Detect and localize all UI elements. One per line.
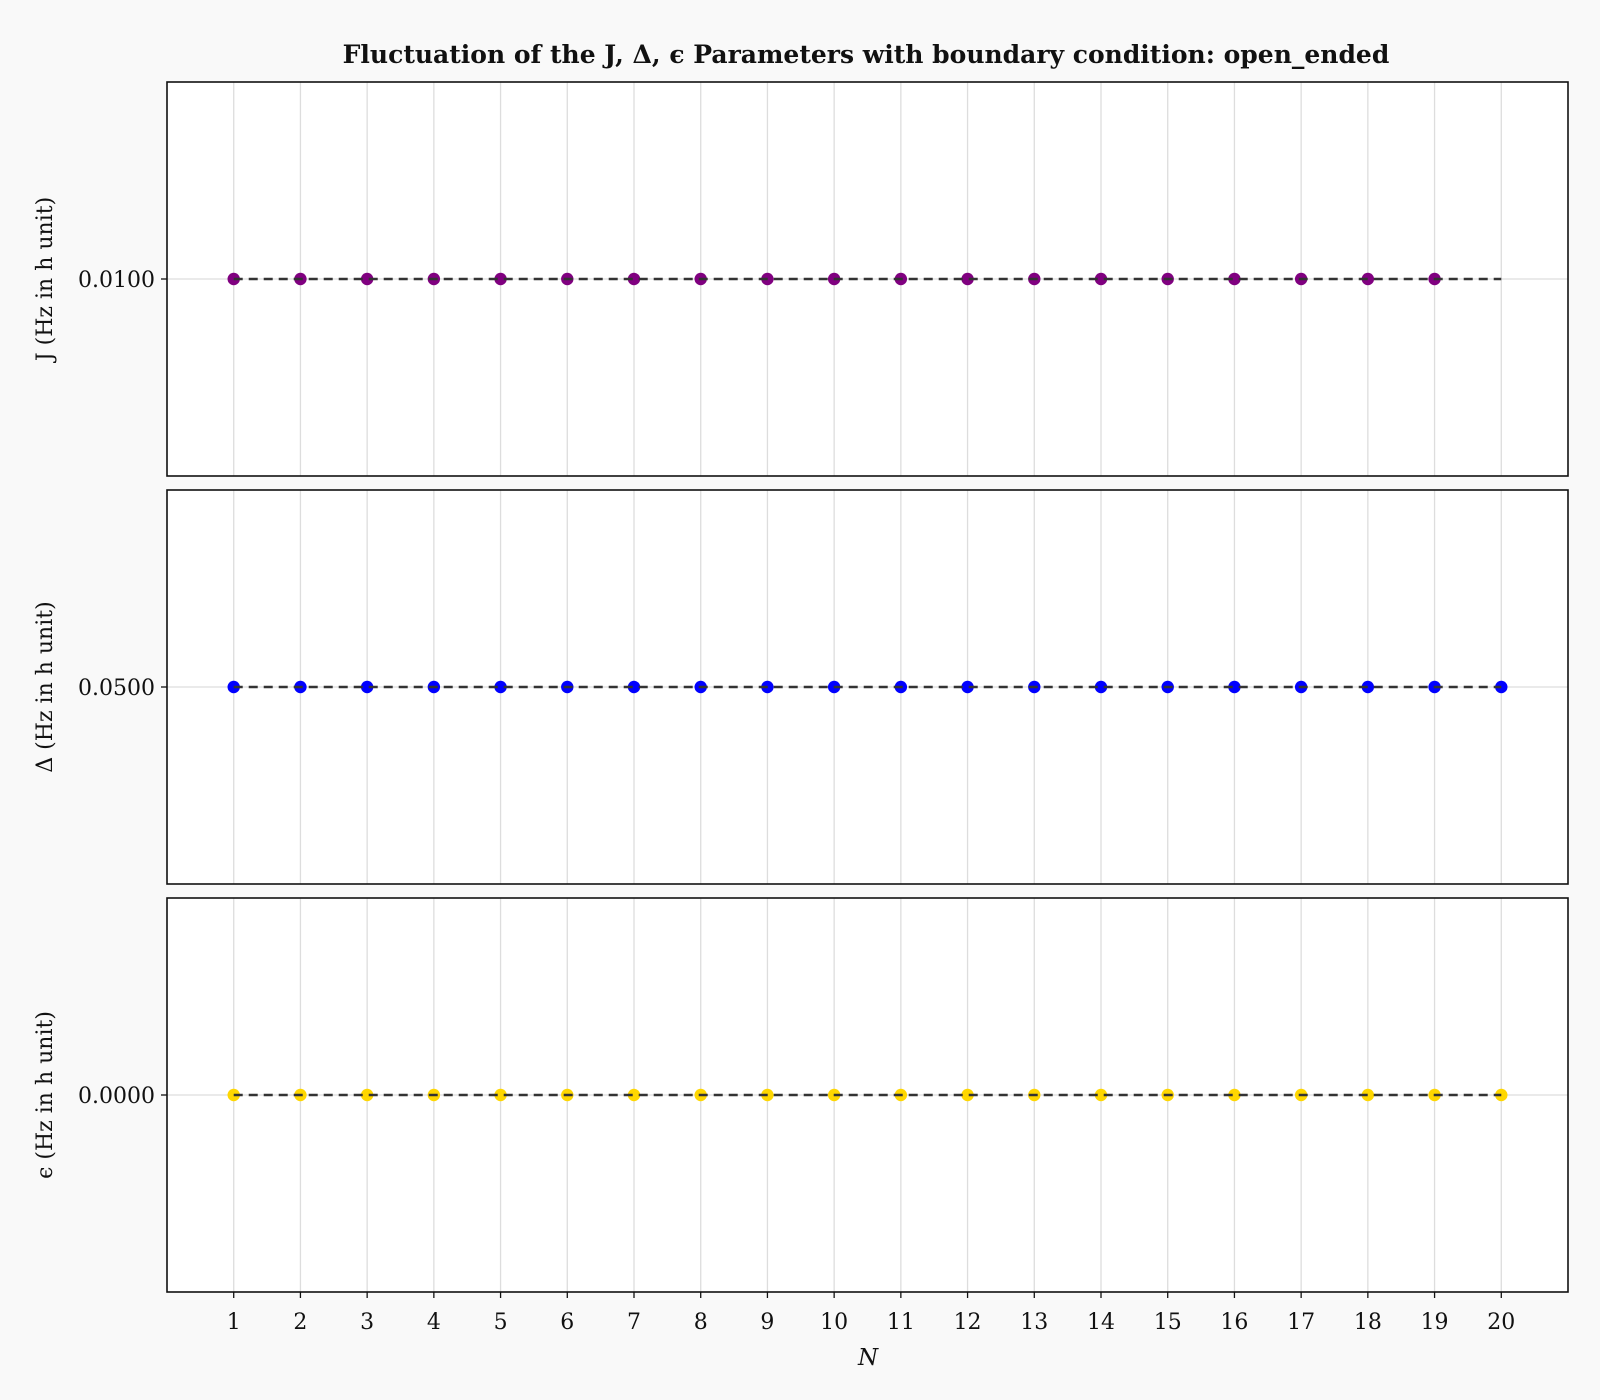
data-point-J bbox=[627, 272, 641, 286]
panel-frame bbox=[166, 489, 1569, 885]
x-tick-label: 11 bbox=[887, 1310, 915, 1335]
x-tick-label: 2 bbox=[293, 1310, 307, 1335]
data-point-Delta bbox=[1094, 680, 1108, 694]
x-axis: 1 2 3 4 5 6 7 8 9 10 11 12 13 14 15 16 17 18 19 20 bbox=[227, 1292, 1515, 1335]
data-point-Delta bbox=[1361, 680, 1375, 694]
panel-Delta: 0.0500 Δ (Hz in h unit) bbox=[33, 489, 1569, 885]
chart-title: Fluctuation of the J, Δ, ϵ Parameters wi… bbox=[343, 40, 1390, 69]
x-tick-label: 8 bbox=[694, 1310, 708, 1335]
x-tick-label: 19 bbox=[1421, 1310, 1449, 1335]
x-tick-label: 16 bbox=[1220, 1310, 1248, 1335]
data-point-Delta bbox=[627, 680, 641, 694]
x-tick-label: 14 bbox=[1087, 1310, 1115, 1335]
data-point-Delta bbox=[1228, 680, 1241, 694]
data-point-epsilon bbox=[1094, 1088, 1108, 1102]
data-point-J bbox=[360, 272, 374, 286]
y-tick-label: 0.0100 bbox=[78, 268, 155, 293]
x-tick-label: 6 bbox=[560, 1310, 574, 1335]
x-tick-label: 1 bbox=[227, 1310, 241, 1335]
data-point-J bbox=[961, 272, 974, 286]
data-point-epsilon bbox=[1228, 1088, 1241, 1102]
data-point-epsilon bbox=[961, 1088, 974, 1102]
data-point-Delta bbox=[961, 680, 974, 694]
y-axis-label: J (Hz in h unit) bbox=[33, 197, 58, 363]
x-tick-label: 3 bbox=[360, 1310, 374, 1335]
x-tick-label: 7 bbox=[627, 1310, 641, 1335]
data-point-epsilon bbox=[360, 1088, 374, 1102]
data-point-J bbox=[1094, 272, 1108, 286]
x-tick-label: 15 bbox=[1154, 1310, 1182, 1335]
data-point-J bbox=[494, 272, 507, 286]
x-tick-label: 13 bbox=[1020, 1310, 1048, 1335]
y-axis-label: Δ (Hz in h unit) bbox=[33, 601, 58, 772]
x-tick-label: 9 bbox=[760, 1310, 774, 1335]
panel-frame bbox=[166, 81, 1569, 477]
data-point-epsilon bbox=[1361, 1088, 1375, 1102]
data-point-Delta bbox=[360, 680, 374, 694]
x-tick-label: 10 bbox=[820, 1310, 848, 1335]
x-axis-label: N bbox=[857, 1345, 879, 1371]
data-point-epsilon bbox=[494, 1088, 507, 1102]
y-axis-label: ϵ (Hz in h unit) bbox=[33, 1011, 58, 1179]
panel-J: 0.0100 J (Hz in h unit) bbox=[33, 81, 1569, 477]
x-tick-label: 18 bbox=[1354, 1310, 1382, 1335]
data-point-Delta bbox=[1495, 680, 1508, 694]
y-tick-label: 0.0500 bbox=[78, 676, 155, 701]
data-point-Delta bbox=[494, 680, 507, 694]
data-point-J bbox=[1228, 272, 1241, 286]
data-point-J bbox=[1361, 272, 1375, 286]
x-tick-label: 17 bbox=[1287, 1310, 1315, 1335]
panels: 0.0100 J (Hz in h unit) 0.0500 Δ (Hz in h u… bbox=[33, 81, 1569, 1293]
data-point-epsilon bbox=[1495, 1088, 1508, 1102]
y-tick-label: 0.0000 bbox=[78, 1084, 155, 1109]
panel-epsilon: 0.0000 ϵ (Hz in h unit) bbox=[33, 897, 1569, 1293]
x-tick-label: 4 bbox=[427, 1310, 441, 1335]
x-tick-label: 20 bbox=[1487, 1310, 1515, 1335]
x-tick-label: 5 bbox=[494, 1310, 508, 1335]
panel-frame bbox=[166, 897, 1569, 1293]
data-point-epsilon bbox=[627, 1088, 641, 1102]
x-tick-label: 12 bbox=[954, 1310, 982, 1335]
